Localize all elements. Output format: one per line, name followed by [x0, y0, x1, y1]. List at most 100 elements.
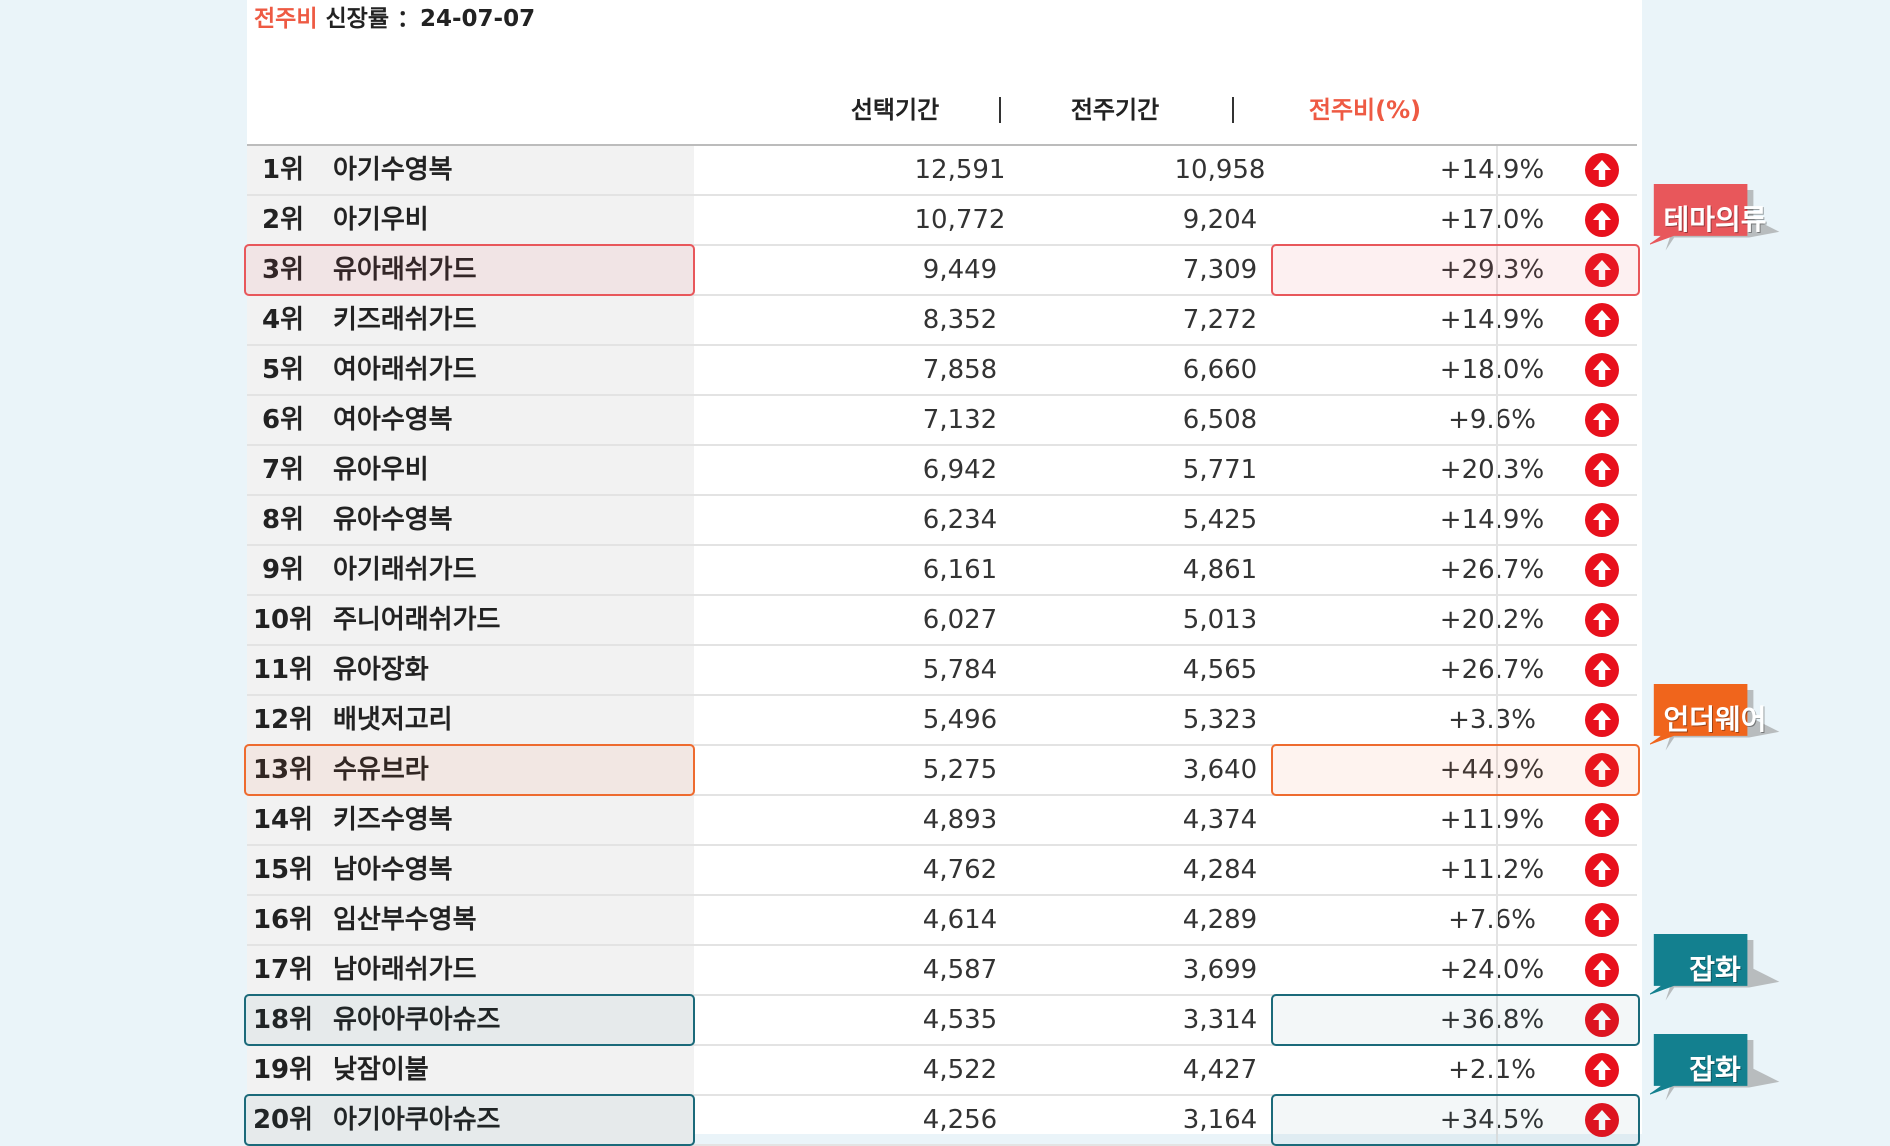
- keyword-label[interactable]: 주니어래쉬가드: [333, 605, 501, 635]
- keyword-label[interactable]: 임산부수영복: [333, 905, 477, 935]
- category-badge: 언더웨어: [1650, 684, 1780, 756]
- selected-period-value: 5,275: [922, 755, 998, 785]
- keyword-label[interactable]: 남아수영복: [333, 855, 453, 885]
- keyword-label[interactable]: 남아래쉬가드: [333, 955, 477, 985]
- keyword-label[interactable]: 여아수영복: [333, 405, 453, 435]
- column-divider: [1496, 746, 1498, 794]
- up-arrow-icon: [1585, 503, 1619, 537]
- column-divider: [1496, 396, 1498, 444]
- table-row: 17위 남아래쉬가드 4,587 3,699 +24.0%: [247, 946, 1637, 996]
- up-arrow-icon: [1585, 1053, 1619, 1087]
- column-divider: [1496, 296, 1498, 344]
- table-row: 7위 유아우비 6,942 5,771 +20.3%: [247, 446, 1637, 496]
- rank-label: 3위: [261, 255, 304, 285]
- keyword-cell: 10위 주니어래쉬가드: [247, 596, 694, 644]
- badge-callout-shape: [1650, 1034, 1748, 1095]
- keyword-label[interactable]: 배냇저고리: [333, 705, 453, 735]
- keyword-label[interactable]: 유아수영복: [333, 505, 453, 535]
- up-arrow-icon: [1585, 853, 1619, 887]
- keyword-label[interactable]: 아기아쿠아슈즈: [333, 1105, 501, 1135]
- trend-cell: [1567, 246, 1637, 294]
- up-arrow-icon: [1585, 703, 1619, 737]
- table-row: 9위 아기래쉬가드 6,161 4,861 +26.7%: [247, 546, 1637, 596]
- column-divider: [1496, 896, 1498, 944]
- rank-label: 7위: [261, 455, 304, 485]
- keyword-label[interactable]: 아기래쉬가드: [333, 555, 477, 585]
- selected-period-value: 4,535: [922, 1005, 998, 1035]
- up-arrow-icon: [1585, 303, 1619, 337]
- header-accent-label: 전주비: [254, 6, 318, 32]
- table-row: 3위 유아래쉬가드 9,449 7,309 +29.3%: [244, 244, 1640, 296]
- week-ratio-value: +34.5%: [1439, 1105, 1545, 1135]
- trend-cell: [1567, 496, 1637, 544]
- table-row: 13위 수유브라 5,275 3,640 +44.9%: [244, 744, 1640, 796]
- category-badge: 잡화: [1650, 1034, 1780, 1106]
- rank-label: 1위: [261, 155, 304, 185]
- trend-cell: [1567, 546, 1637, 594]
- rank-label: 11위: [252, 655, 314, 685]
- keyword-label[interactable]: 유아래쉬가드: [333, 255, 477, 285]
- keyword-label[interactable]: 아기수영복: [333, 155, 453, 185]
- keyword-label[interactable]: 수유브라: [333, 755, 429, 785]
- week-ratio-value: +11.9%: [1439, 805, 1545, 835]
- keyword-label[interactable]: 유아우비: [333, 455, 429, 485]
- keyword-cell: 7위 유아우비: [247, 446, 694, 494]
- up-arrow-icon: [1585, 153, 1619, 187]
- column-divider: [1496, 1046, 1498, 1094]
- previous-week-value: 3,640: [1182, 755, 1258, 785]
- keyword-cell: 8위 유아수영복: [247, 496, 694, 544]
- up-arrow-icon: [1585, 753, 1619, 787]
- previous-week-value: 5,323: [1182, 705, 1258, 735]
- previous-week-value: 6,660: [1182, 355, 1258, 385]
- column-separator: [999, 97, 1001, 123]
- keyword-label[interactable]: 키즈래쉬가드: [333, 305, 477, 335]
- selected-period-value: 8,352: [922, 305, 998, 335]
- table-row: 18위 유아아쿠아슈즈 4,535 3,314 +36.8%: [244, 994, 1640, 1046]
- column-divider: [1496, 246, 1498, 294]
- table-row: 12위 배냇저고리 5,496 5,323 +3.3%: [247, 696, 1637, 746]
- previous-week-value: 5,425: [1182, 505, 1258, 535]
- trend-cell: [1567, 346, 1637, 394]
- keyword-cell: 18위 유아아쿠아슈즈: [247, 996, 694, 1044]
- keyword-cell: 9위 아기래쉬가드: [247, 546, 694, 594]
- table-row: 2위 아기우비 10,772 9,204 +17.0%: [247, 196, 1637, 246]
- keyword-cell: 16위 임산부수영복: [247, 896, 694, 944]
- table-row: 5위 여아래쉬가드 7,858 6,660 +18.0%: [247, 346, 1637, 396]
- week-ratio-value: +29.3%: [1439, 255, 1545, 285]
- selected-period-value: 4,762: [922, 855, 998, 885]
- keyword-label[interactable]: 유아아쿠아슈즈: [333, 1005, 501, 1035]
- badge-callout-shape: [1650, 684, 1748, 745]
- week-ratio-value: +44.9%: [1439, 755, 1545, 785]
- keyword-label[interactable]: 아기우비: [333, 205, 429, 235]
- trend-cell: [1567, 1096, 1637, 1144]
- column-divider: [1496, 546, 1498, 594]
- keyword-label[interactable]: 여아래쉬가드: [333, 355, 477, 385]
- trend-cell: [1567, 796, 1637, 844]
- selected-period-value: 9,449: [922, 255, 998, 285]
- column-divider: [1496, 846, 1498, 894]
- keyword-label[interactable]: 키즈수영복: [333, 805, 453, 835]
- previous-week-value: 9,204: [1182, 205, 1258, 235]
- trend-cell: [1567, 596, 1637, 644]
- trend-cell: [1567, 896, 1637, 944]
- keyword-label[interactable]: 유아장화: [333, 655, 429, 685]
- week-ratio-value: +17.0%: [1439, 205, 1545, 235]
- keyword-cell: 2위 아기우비: [247, 196, 694, 244]
- selected-period-value: 4,522: [922, 1055, 998, 1085]
- up-arrow-icon: [1585, 353, 1619, 387]
- column-divider: [1496, 696, 1498, 744]
- rank-label: 6위: [261, 405, 304, 435]
- week-ratio-value: +14.9%: [1439, 155, 1545, 185]
- column-divider: [1496, 446, 1498, 494]
- previous-week-value: 4,861: [1182, 555, 1258, 585]
- keyword-label[interactable]: 낮잠이불: [333, 1055, 429, 1085]
- previous-week-value: 7,272: [1182, 305, 1258, 335]
- previous-week-value: 3,699: [1182, 955, 1258, 985]
- selected-period-value: 4,587: [922, 955, 998, 985]
- column-header-selected-period: 선택기간: [850, 96, 940, 124]
- keyword-cell: 11위 유아장화: [247, 646, 694, 694]
- rank-label: 20위: [252, 1105, 314, 1135]
- trend-cell: [1567, 946, 1637, 994]
- keyword-cell: 12위 배냇저고리: [247, 696, 694, 744]
- table-row: 11위 유아장화 5,784 4,565 +26.7%: [247, 646, 1637, 696]
